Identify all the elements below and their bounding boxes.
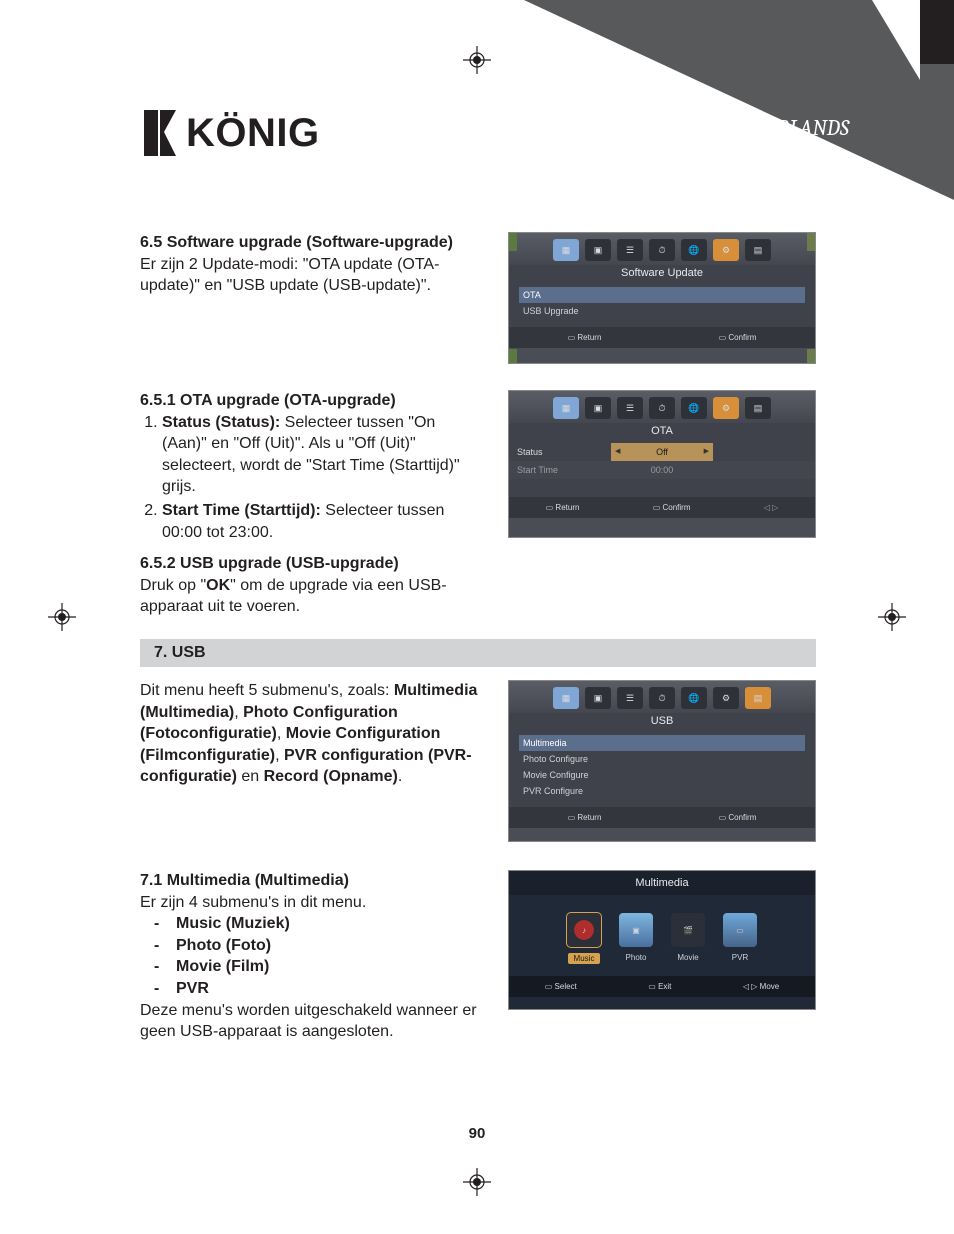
screenshot-footer-label: ▭ Select bbox=[545, 982, 577, 991]
tab-icon: ☰ bbox=[617, 239, 643, 261]
section-6-5: 6.5 Software upgrade (Software-upgrade) … bbox=[140, 232, 816, 297]
screenshot-software-update: ▦ ▣ ☰ ⏱ 🌐 ⚙ ▤ Software Update OTA USB Up… bbox=[508, 232, 816, 364]
screenshot-title: Multimedia bbox=[509, 871, 815, 895]
tab-icon: ▤ bbox=[745, 397, 771, 419]
section-6-5-1: 6.5.1 OTA upgrade (OTA-upgrade) Status (… bbox=[140, 390, 816, 545]
screenshot-footer-label: ▭ Confirm bbox=[719, 813, 757, 822]
heading-7-1: 7.1 Multimedia (Multimedia) bbox=[140, 870, 480, 892]
brand-logo: KÖNIG bbox=[140, 108, 320, 158]
screenshot-tabbar: ▦ ▣ ☰ ⏱ 🌐 ⚙ ▤ bbox=[509, 233, 815, 265]
registration-mark-icon bbox=[463, 1168, 491, 1196]
tab-icon: 🌐 bbox=[681, 397, 707, 419]
tab-icon: 🌐 bbox=[681, 687, 707, 709]
screenshot-footer-label: ▭ Return bbox=[546, 503, 580, 512]
screenshot-ota: ▦ ▣ ☰ ⏱ 🌐 ⚙ ▤ OTA Status Off Start Time … bbox=[508, 390, 816, 538]
tab-icon: ▦ bbox=[553, 687, 579, 709]
page-number: 90 bbox=[0, 1125, 954, 1142]
movie-icon: 🎬 bbox=[671, 913, 705, 947]
tab-icon: ⏱ bbox=[649, 397, 675, 419]
photo-icon: ▣ bbox=[619, 913, 653, 947]
tab-icon: ⚙ bbox=[713, 397, 739, 419]
screenshot-row: USB Upgrade bbox=[519, 303, 805, 319]
mm-item-pvr: ▭ PVR bbox=[723, 913, 757, 964]
section-6-5-2: 6.5.2 USB upgrade (USB-upgrade) Druk op … bbox=[140, 553, 816, 618]
section-7-header-bar: 7. USB bbox=[140, 639, 816, 667]
screenshot-row: OTA bbox=[519, 287, 805, 303]
intro-7-1: Er zijn 4 submenu's in dit menu. bbox=[140, 892, 480, 914]
outro-7-1: Deze menu's worden uitgeschakeld wanneer… bbox=[140, 1000, 480, 1043]
section-7-1: 7.1 Multimedia (Multimedia) Er zijn 4 su… bbox=[140, 870, 816, 1043]
nav-arrows-icon: ◁ ▷ bbox=[764, 503, 779, 512]
screenshot-footer-label: ▭ Return bbox=[568, 333, 602, 342]
body-6-5: Er zijn 2 Update-modi: "OTA update (OTA-… bbox=[140, 254, 480, 297]
section-7-title: 7. USB bbox=[140, 639, 816, 667]
registration-mark-icon bbox=[463, 46, 491, 74]
body-6-5-2: Druk op "OK" om de upgrade via een USB-a… bbox=[140, 575, 480, 618]
music-icon: ♪ bbox=[567, 913, 601, 947]
tab-icon: ▤ bbox=[745, 239, 771, 261]
tab-icon: ⚙ bbox=[713, 687, 739, 709]
screenshot-row: Start Time 00:00 bbox=[509, 461, 815, 479]
tab-icon: ▤ bbox=[745, 687, 771, 709]
screenshot-footer-label: ▭ Exit bbox=[648, 982, 671, 991]
screenshot-footer-label: ▭ Confirm bbox=[653, 503, 691, 512]
screenshot-multimedia: Multimedia ♪ Music ▣ Photo 🎬 Movie ▭ PVR bbox=[508, 870, 816, 1010]
tab-icon: ▣ bbox=[585, 687, 611, 709]
list-item: Music (Muziek) bbox=[162, 913, 480, 935]
screenshot-footer-label: ◁ ▷ Move bbox=[743, 982, 779, 991]
mm-item-music: ♪ Music bbox=[567, 913, 601, 964]
header-decor-gap bbox=[872, 0, 920, 80]
list-item: Photo (Foto) bbox=[162, 935, 480, 957]
tab-icon: ⏱ bbox=[649, 687, 675, 709]
language-label: NEDERLANDS bbox=[727, 115, 849, 141]
registration-mark-icon bbox=[878, 603, 906, 631]
screenshot-row: Movie Configure bbox=[519, 767, 805, 783]
mm-item-movie: 🎬 Movie bbox=[671, 913, 705, 964]
screenshot-row: PVR Configure bbox=[519, 783, 805, 799]
tab-icon: ▦ bbox=[553, 239, 579, 261]
tab-icon: ☰ bbox=[617, 687, 643, 709]
registration-mark-icon bbox=[48, 603, 76, 631]
body-7: Dit menu heeft 5 submenu's, zoals: Multi… bbox=[140, 680, 480, 788]
section-7: Dit menu heeft 5 submenu's, zoals: Multi… bbox=[140, 680, 816, 788]
brand-logo-icon bbox=[140, 108, 180, 158]
screenshot-footer-label: ▭ Return bbox=[568, 813, 602, 822]
mm-item-photo: ▣ Photo bbox=[619, 913, 653, 964]
screenshot-title: Software Update bbox=[509, 265, 815, 285]
screenshot-usb: ▦ ▣ ☰ ⏱ 🌐 ⚙ ▤ USB Multimedia Photo Confi… bbox=[508, 680, 816, 842]
screenshot-row: Photo Configure bbox=[519, 751, 805, 767]
pvr-icon: ▭ bbox=[723, 913, 757, 947]
screenshot-tabbar: ▦ ▣ ☰ ⏱ 🌐 ⚙ ▤ bbox=[509, 681, 815, 713]
screenshot-tabbar: ▦ ▣ ☰ ⏱ 🌐 ⚙ ▤ bbox=[509, 391, 815, 423]
list-7-1: Music (Muziek) Photo (Foto) Movie (Film)… bbox=[140, 913, 480, 999]
header-decor-corner bbox=[920, 0, 954, 64]
heading-6-5: 6.5 Software upgrade (Software-upgrade) bbox=[140, 232, 480, 254]
screenshot-row: Status Off bbox=[509, 443, 815, 461]
heading-6-5-2: 6.5.2 USB upgrade (USB-upgrade) bbox=[140, 553, 480, 575]
list-item: Start Time (Starttijd): Selecteer tussen… bbox=[162, 500, 480, 543]
list-item: Status (Status): Selecteer tussen "On (A… bbox=[162, 412, 480, 498]
screenshot-footer-label: ▭ Confirm bbox=[719, 333, 757, 342]
tab-icon: ▣ bbox=[585, 397, 611, 419]
list-6-5-1: Status (Status): Selecteer tussen "On (A… bbox=[140, 412, 480, 544]
tab-icon: ▦ bbox=[553, 397, 579, 419]
tab-icon: 🌐 bbox=[681, 239, 707, 261]
tab-icon: ▣ bbox=[585, 239, 611, 261]
tab-icon: ⚙ bbox=[713, 239, 739, 261]
list-item: PVR bbox=[162, 978, 480, 1000]
screenshot-title: USB bbox=[509, 713, 815, 733]
multimedia-icons: ♪ Music ▣ Photo 🎬 Movie ▭ PVR bbox=[509, 895, 815, 976]
tab-icon: ☰ bbox=[617, 397, 643, 419]
screenshot-title: OTA bbox=[509, 423, 815, 443]
heading-6-5-1: 6.5.1 OTA upgrade (OTA-upgrade) bbox=[140, 390, 480, 412]
screenshot-row: Multimedia bbox=[519, 735, 805, 751]
tab-icon: ⏱ bbox=[649, 239, 675, 261]
list-item: Movie (Film) bbox=[162, 956, 480, 978]
brand-logo-text: KÖNIG bbox=[186, 111, 320, 156]
